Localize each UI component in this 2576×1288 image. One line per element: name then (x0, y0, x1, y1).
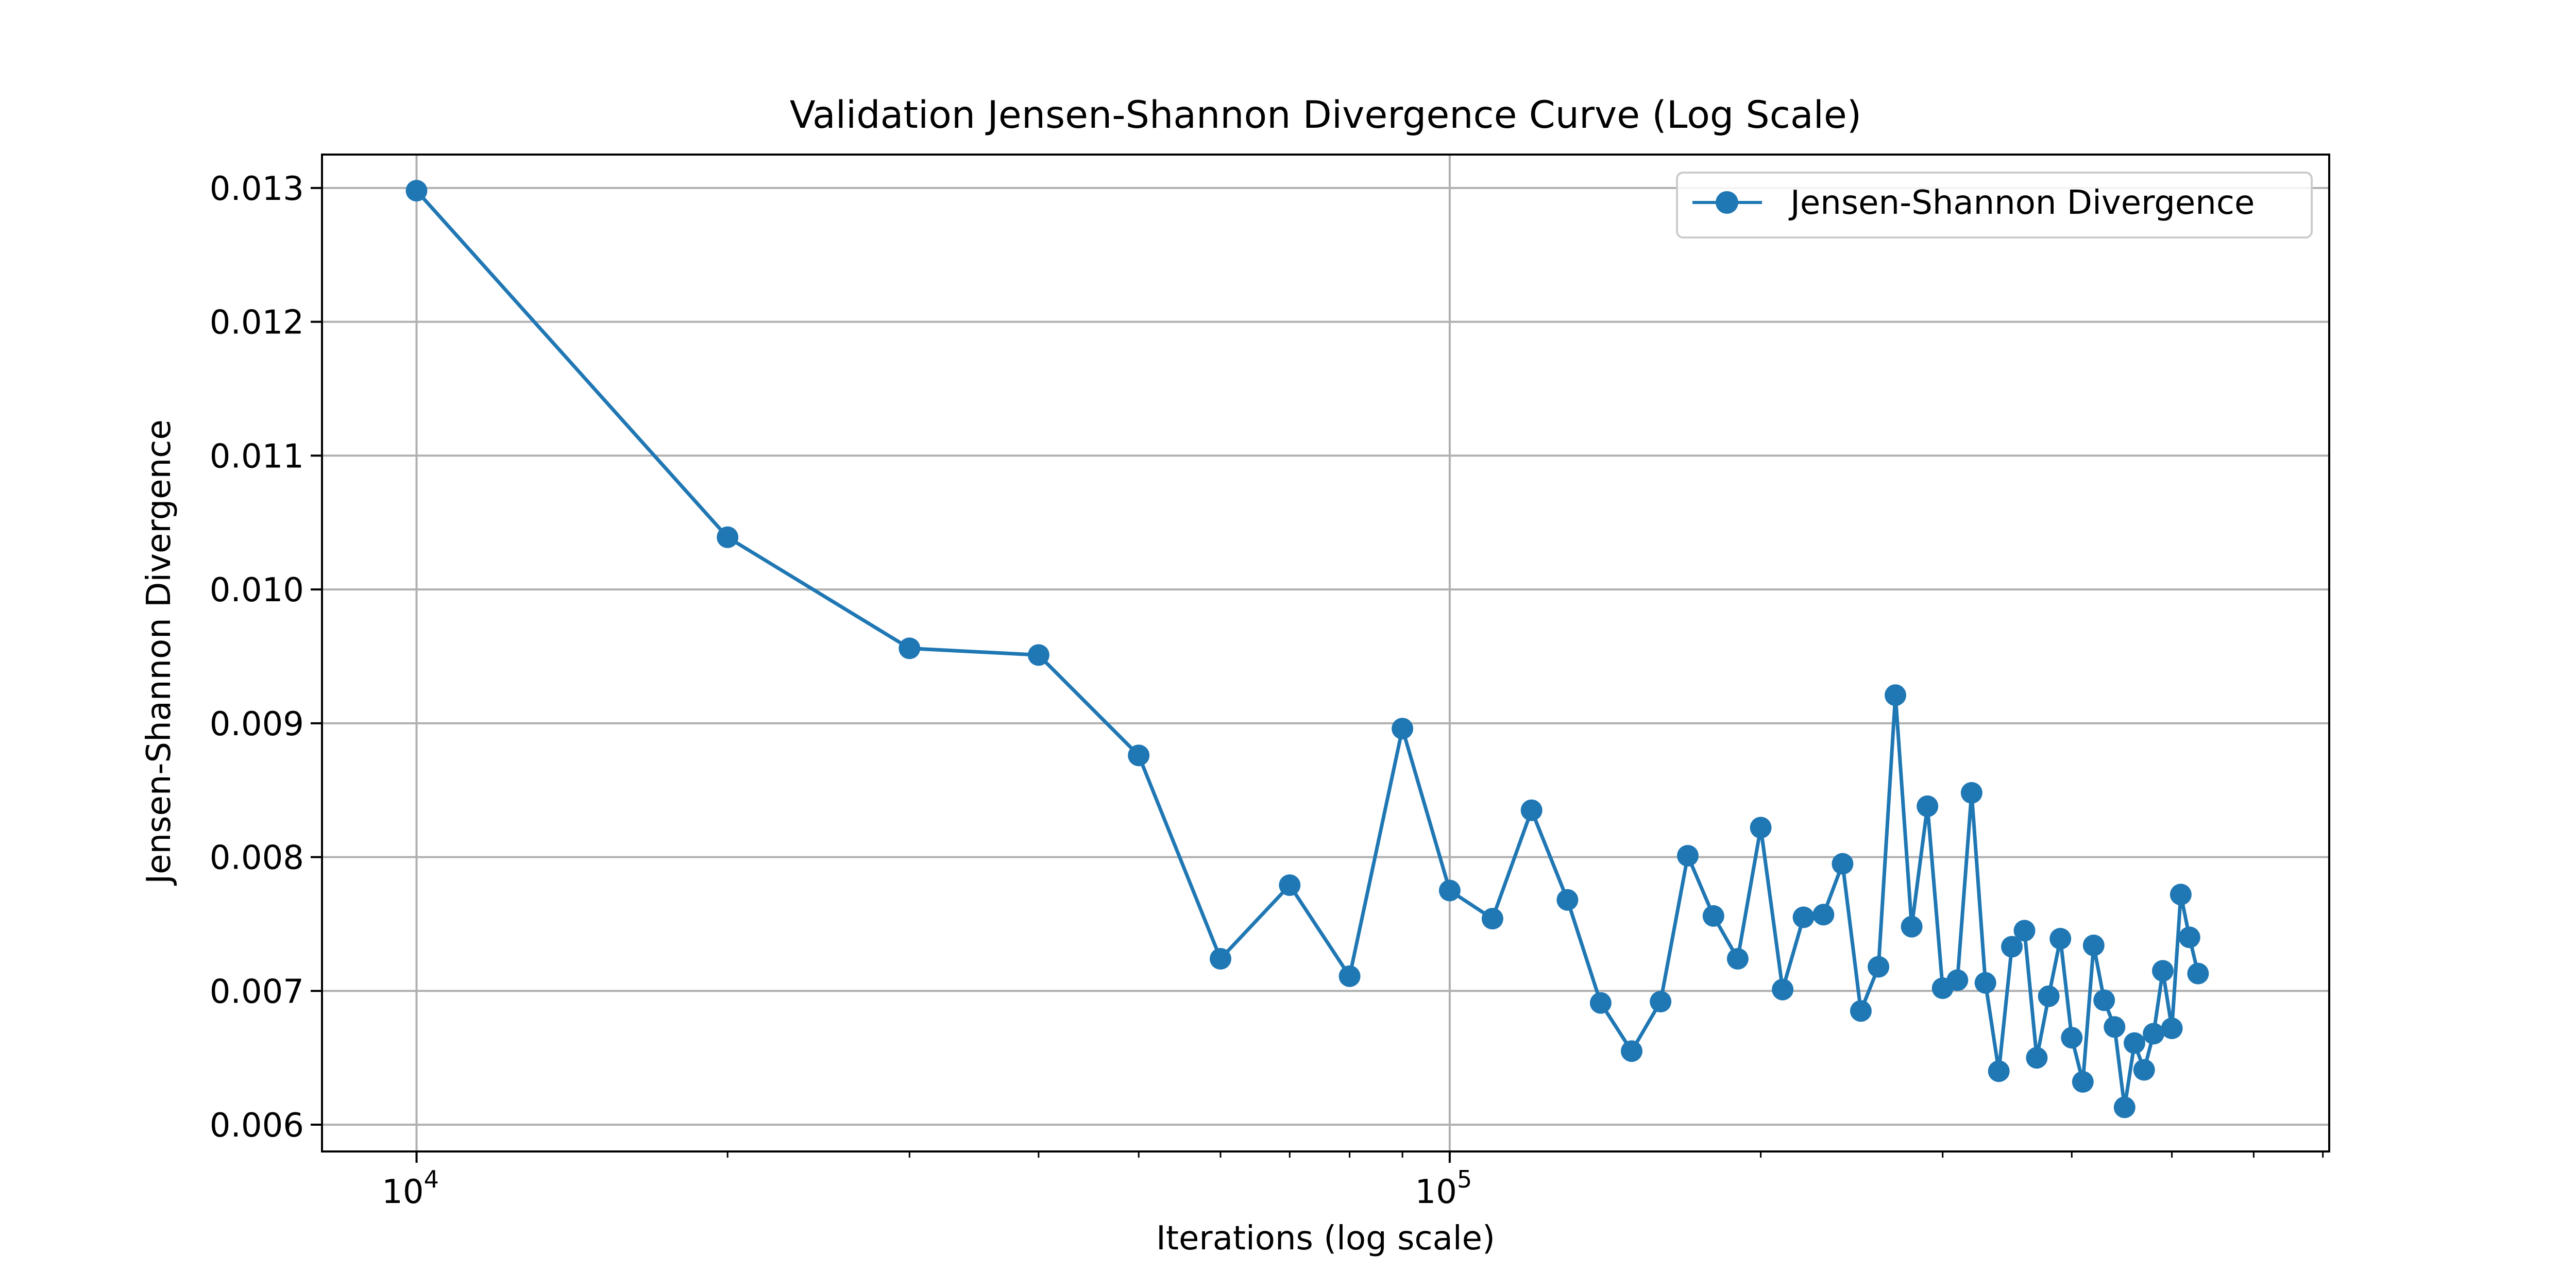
y-tick-label: 0.013 (210, 170, 304, 208)
axes: 0.006 0.007 0.008 0.009 0.010 0.011 0.012 0.013… (210, 170, 2324, 1211)
y-tick-label: 0.007 (210, 973, 304, 1011)
y-tick-label: 0.008 (210, 839, 304, 877)
series-layer (405, 180, 2209, 1118)
data-point (1750, 817, 1772, 839)
data-point (2187, 962, 2209, 985)
y-tick-label: 0.012 (210, 304, 304, 342)
data-point (2152, 960, 2174, 982)
legend-label: Jensen-Shannon Divergence (1788, 184, 2255, 222)
y-axis-label: Jensen-Shannon Divergence (140, 419, 178, 886)
x-axis-label: Iterations (log scale) (1156, 1219, 1495, 1258)
data-point (1210, 948, 1231, 970)
data-point (1128, 744, 1150, 767)
data-point (2001, 936, 2023, 958)
data-point (1589, 992, 1612, 1014)
data-point (2161, 1018, 2183, 1039)
data-point (1812, 904, 1835, 926)
data-point (2049, 928, 2072, 950)
data-point (2124, 1032, 2145, 1054)
data-point (1988, 1060, 2010, 1082)
data-point (2061, 1027, 2083, 1049)
data-point (1556, 889, 1579, 911)
data-point (2026, 1047, 2048, 1069)
data-point (1832, 853, 1854, 875)
data-point (1650, 991, 1672, 1013)
y-tick-label: 0.011 (210, 437, 304, 476)
data-point (1792, 906, 1815, 928)
chart-title: Validation Jensen-Shannon Divergence Cur… (790, 93, 1862, 137)
x-tick-label: 105 (1415, 1165, 1472, 1211)
data-point (2113, 1096, 2136, 1118)
data-point (1621, 1040, 1642, 1062)
data-point (1702, 905, 1724, 927)
data-point (899, 637, 921, 659)
data-point (1027, 644, 1049, 666)
data-point (1392, 718, 1414, 740)
legend: Jensen-Shannon Divergence (1676, 172, 2313, 239)
data-point (1520, 799, 1543, 821)
data-point (1974, 972, 1996, 994)
data-point (2143, 1023, 2165, 1045)
data-point (1338, 965, 1361, 987)
data-point (2104, 1016, 2126, 1038)
legend-marker (1716, 191, 1738, 214)
data-point (2013, 920, 2036, 942)
data-point (1960, 782, 1982, 804)
y-tick-label: 0.009 (210, 705, 304, 743)
data-point (2178, 926, 2200, 948)
data-point (1885, 684, 1906, 706)
plot-frame (321, 154, 2330, 1153)
data-point (405, 180, 428, 202)
data-point (1438, 879, 1461, 902)
data-point (717, 526, 739, 548)
data-point (1772, 978, 1794, 1001)
data-point (1677, 845, 1699, 867)
data-point (1279, 874, 1301, 896)
y-tick-label: 0.006 (210, 1107, 304, 1145)
x-tick-label: 104 (382, 1165, 439, 1211)
data-point (1850, 1000, 1872, 1022)
data-point (1901, 916, 1923, 938)
data-point (1946, 969, 1969, 991)
data-point (1726, 948, 1749, 970)
y-tick-label: 0.010 (210, 571, 304, 609)
data-point (2093, 989, 2115, 1011)
data-point (2082, 935, 2105, 956)
data-point (2038, 985, 2060, 1007)
legend-box (1676, 172, 2313, 239)
data-point (1868, 956, 1890, 978)
data-point (2072, 1071, 2094, 1093)
grid (322, 155, 2329, 1151)
data-point (1481, 908, 1503, 930)
data-point (2170, 884, 2192, 906)
data-point (2133, 1059, 2155, 1081)
data-point (1917, 795, 1939, 817)
